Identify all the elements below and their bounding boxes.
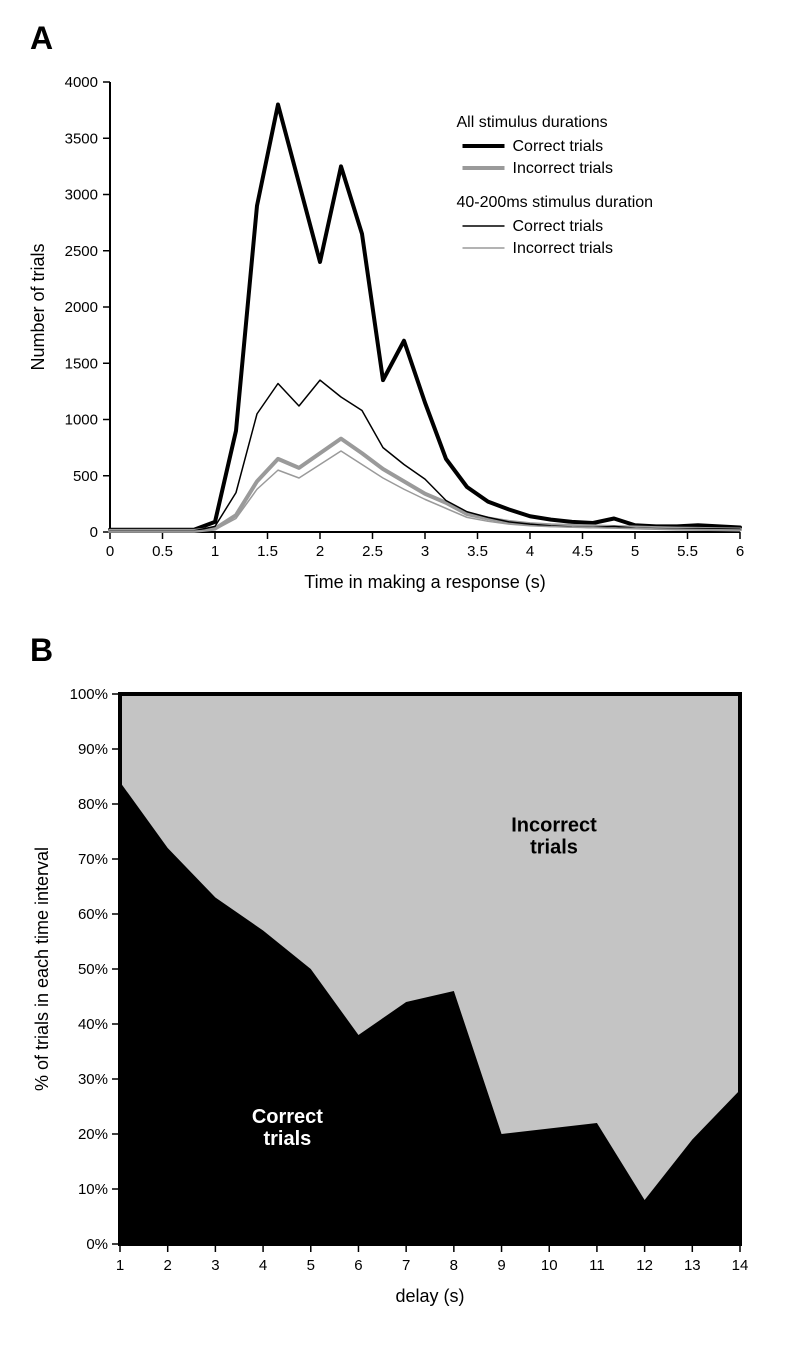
svg-text:0.5: 0.5 xyxy=(152,543,173,560)
svg-text:0: 0 xyxy=(90,524,98,541)
svg-text:50%: 50% xyxy=(78,961,108,978)
svg-text:Correct trials: Correct trials xyxy=(513,138,604,155)
svg-text:Number of trials: Number of trials xyxy=(28,243,48,370)
svg-text:2000: 2000 xyxy=(65,299,98,316)
svg-text:0: 0 xyxy=(106,543,114,560)
svg-text:7: 7 xyxy=(402,1257,410,1274)
svg-text:1: 1 xyxy=(116,1257,124,1274)
svg-text:3500: 3500 xyxy=(65,130,98,147)
svg-text:500: 500 xyxy=(73,468,98,485)
svg-text:Incorrect trials: Incorrect trials xyxy=(513,240,613,257)
svg-text:1500: 1500 xyxy=(65,355,98,372)
svg-text:12: 12 xyxy=(636,1257,653,1274)
svg-text:Incorrect trials: Incorrect trials xyxy=(513,160,613,177)
svg-text:3: 3 xyxy=(211,1257,219,1274)
svg-text:80%: 80% xyxy=(78,796,108,813)
svg-text:1.5: 1.5 xyxy=(257,543,278,560)
line-chart-svg: 0 500 1000 1500 2000 2500 3000 3500 4000 0 0.5 1 1.5… xyxy=(20,62,760,602)
svg-text:4: 4 xyxy=(526,543,534,560)
panel-b-label: B xyxy=(30,632,780,669)
svg-text:delay (s): delay (s) xyxy=(395,1286,464,1306)
svg-text:3.5: 3.5 xyxy=(467,543,488,560)
svg-text:0%: 0% xyxy=(86,1236,108,1253)
svg-text:8: 8 xyxy=(450,1257,458,1274)
svg-text:70%: 70% xyxy=(78,851,108,868)
svg-text:20%: 20% xyxy=(78,1126,108,1143)
svg-text:6: 6 xyxy=(354,1257,362,1274)
area-chart-svg: 0%10%20%30%40%50%60%70%80%90%100%1234567… xyxy=(20,674,760,1314)
svg-text:Time in making a response (s): Time in making a response (s) xyxy=(304,572,545,592)
svg-text:13: 13 xyxy=(684,1257,701,1274)
svg-text:1: 1 xyxy=(211,543,219,560)
panel-b-chart: 0%10%20%30%40%50%60%70%80%90%100%1234567… xyxy=(20,674,780,1314)
svg-text:30%: 30% xyxy=(78,1071,108,1088)
svg-text:1000: 1000 xyxy=(65,412,98,429)
svg-text:4000: 4000 xyxy=(65,74,98,91)
svg-text:2: 2 xyxy=(164,1257,172,1274)
svg-text:90%: 90% xyxy=(78,741,108,758)
svg-text:10%: 10% xyxy=(78,1181,108,1198)
svg-text:5.5: 5.5 xyxy=(677,543,698,560)
svg-text:Correct trials: Correct trials xyxy=(513,218,604,235)
panel-a-label: A xyxy=(30,20,780,57)
panel-a-chart: 0 500 1000 1500 2000 2500 3000 3500 4000 0 0.5 1 1.5… xyxy=(20,62,780,602)
svg-text:10: 10 xyxy=(541,1257,558,1274)
svg-text:4: 4 xyxy=(259,1257,267,1274)
svg-text:5: 5 xyxy=(631,543,639,560)
svg-text:9: 9 xyxy=(497,1257,505,1274)
svg-text:6: 6 xyxy=(736,543,744,560)
svg-text:2500: 2500 xyxy=(65,243,98,260)
svg-text:% of trials in each time inter: % of trials in each time interval xyxy=(32,847,52,1091)
svg-text:5: 5 xyxy=(307,1257,315,1274)
svg-text:3000: 3000 xyxy=(65,187,98,204)
svg-text:60%: 60% xyxy=(78,906,108,923)
svg-text:2: 2 xyxy=(316,543,324,560)
svg-text:40%: 40% xyxy=(78,1016,108,1033)
svg-text:4.5: 4.5 xyxy=(572,543,593,560)
svg-text:All stimulus durations: All stimulus durations xyxy=(457,114,608,131)
svg-text:2.5: 2.5 xyxy=(362,543,383,560)
svg-text:100%: 100% xyxy=(70,686,108,703)
svg-text:14: 14 xyxy=(732,1257,749,1274)
svg-text:11: 11 xyxy=(589,1257,605,1274)
svg-text:40-200ms stimulus duration: 40-200ms stimulus duration xyxy=(457,194,654,211)
svg-text:3: 3 xyxy=(421,543,429,560)
